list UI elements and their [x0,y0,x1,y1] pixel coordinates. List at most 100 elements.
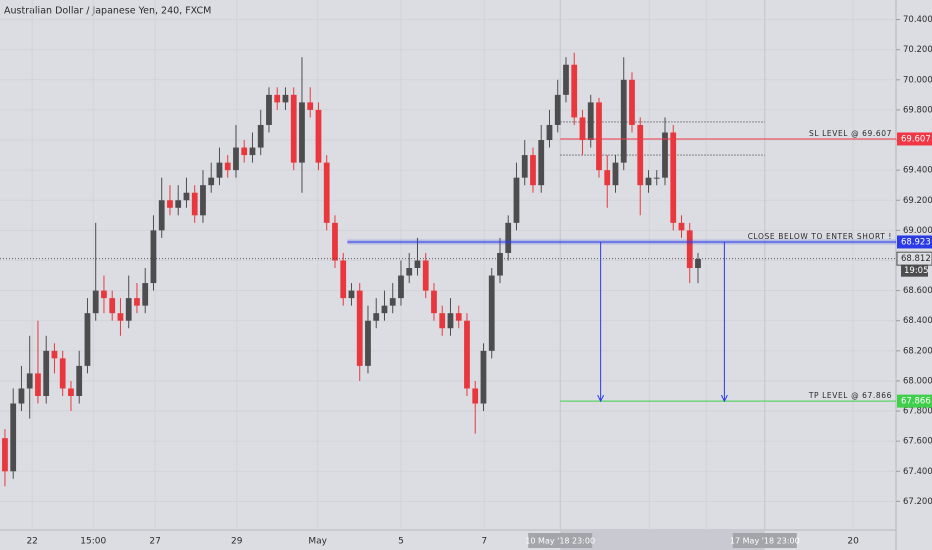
date-range-tag [732,533,797,548]
x-tick-label: May [308,537,327,547]
candle-body [497,252,503,276]
y-tick-label: 67.400 [903,467,932,477]
arrow-head [597,394,605,403]
candle-body [10,403,17,472]
candle-body [464,320,470,389]
candle-body [695,258,701,269]
y-tick-label: 69.200 [903,196,932,206]
candle-body [356,290,363,366]
price-tag [897,394,932,408]
candle-body [678,222,685,231]
candle-body [365,320,371,366]
candle-body [200,185,206,216]
level-label: TP LEVEL @ 67.866 [808,391,892,400]
candle-body [2,438,8,472]
y-tick-label: 70.000 [903,75,932,85]
x-tick-label: 27 [149,537,160,547]
candle-body [76,365,83,396]
candle-body [332,222,338,261]
candle-body [554,94,561,125]
candle-body [142,283,149,306]
candle-body [637,124,644,186]
y-tick-label: 70.400 [903,15,932,25]
candle-body [604,170,611,186]
x-tick-label: 5 [398,537,404,547]
candle-body [472,388,479,404]
x-tick-label: 20 [847,537,859,547]
candle-body [620,79,627,163]
candle-body [84,313,91,366]
candle-body [290,94,297,163]
candle-body [645,177,652,186]
candle-body [686,230,693,269]
date-range-label: 17 May '18 23:00 [730,537,800,546]
date-range-tag [528,533,593,548]
candle-body [431,290,437,314]
candle-body [92,290,99,314]
candle-body [513,177,520,223]
candle-body [447,313,454,329]
candle-body [175,200,182,208]
candle-body [653,177,660,179]
candle-body [266,94,272,125]
last-price-label: 68.812 [901,254,931,264]
candle-body [150,230,157,284]
y-tick-label: 70.200 [903,45,932,55]
y-tick-label: 68.000 [903,376,932,386]
price-tag [897,132,932,146]
candle-body [35,373,41,396]
candle-body [307,102,314,110]
candle-body [241,147,248,156]
price-tag [897,235,932,249]
price-tag-label: 69.607 [901,134,931,144]
y-tick-label: 68.200 [903,346,932,356]
candle-body [68,388,74,396]
candle-body [59,358,66,389]
candle-body [134,298,140,306]
candle-body [109,298,116,314]
x-tick-label: 22 [26,537,37,547]
y-tick-label: 69.400 [903,166,932,176]
candle-body [117,313,124,321]
candle-body [414,260,421,269]
y-tick-label: 68.400 [903,316,932,326]
candle-body [257,124,264,148]
candle-body [51,350,58,359]
candle-body [563,64,569,95]
y-tick-label: 69.800 [903,105,932,115]
candle-body [299,102,305,163]
candle-body [521,155,528,178]
arrow-head [720,394,728,403]
candle-body [579,117,586,141]
level-label: SL LEVEL @ 69.607 [809,129,892,138]
y-tick-label: 67.800 [903,407,932,417]
candle-body [340,260,347,299]
candle-body [216,162,223,178]
candle-body [158,200,165,231]
candle-body [530,155,536,186]
y-tick-label: 69.000 [903,226,932,236]
candle-body [596,102,602,171]
candle-body [274,94,281,103]
x-tick-label: 15:00 [80,537,106,547]
candle-body [183,192,190,201]
candle-body [167,200,173,208]
candle-body [571,64,578,118]
candle-body [538,140,545,186]
date-range-label: 10 May '18 23:00 [525,537,595,546]
candle-body [323,162,330,223]
candle-body [26,373,33,389]
candle-body [315,109,322,163]
candle-body [546,124,553,141]
candle-body [373,313,380,321]
y-tick-label: 67.600 [903,437,932,447]
candle-body [208,177,215,186]
candle-body [422,260,429,291]
candle-body [18,388,25,404]
x-tick-label: 7 [481,537,487,547]
candle-body [670,132,677,223]
candle-body [488,275,495,351]
